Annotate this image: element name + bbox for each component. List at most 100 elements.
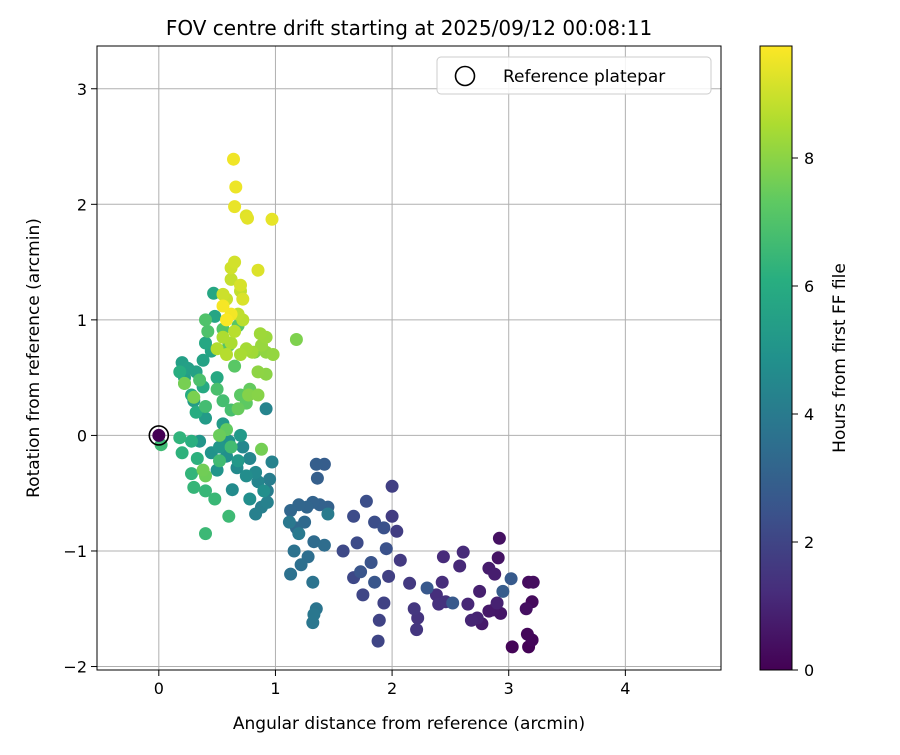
legend-box: [436, 56, 712, 95]
data-point: [216, 330, 230, 344]
data-point: [287, 544, 301, 558]
data-point: [519, 602, 533, 616]
data-point: [213, 454, 226, 468]
data-point: [236, 292, 250, 306]
y-tick-label: −2: [63, 658, 87, 677]
data-point: [210, 382, 224, 396]
x-tick-label: 2: [387, 679, 397, 698]
data-point: [196, 353, 210, 367]
data-point: [231, 402, 245, 416]
data-point: [187, 390, 201, 404]
data-point: [520, 627, 534, 641]
data-point: [310, 471, 324, 485]
data-point: [492, 531, 506, 545]
data-point: [224, 272, 238, 286]
data-point: [243, 492, 257, 506]
data-point: [227, 152, 240, 166]
data-point: [199, 527, 212, 541]
data-point: [372, 613, 386, 627]
data-point: [207, 286, 221, 300]
legend-reference-marker: [454, 65, 476, 87]
data-point: [371, 634, 385, 648]
data-point: [307, 535, 321, 549]
data-point: [199, 336, 212, 350]
data-point: [435, 575, 449, 589]
data-point: [482, 604, 496, 618]
data-point: [185, 467, 198, 481]
data-point: [377, 596, 391, 610]
data-point: [266, 348, 280, 361]
data-point: [234, 348, 247, 361]
y-tick-label: 3: [77, 80, 87, 99]
y-tick: −1: [63, 542, 97, 561]
data-point: [190, 452, 204, 465]
data-point: [234, 428, 247, 442]
colorbar-tick-label: 4: [804, 405, 814, 424]
colorbar: [759, 45, 793, 671]
data-point: [199, 313, 212, 327]
colorbar-tick-label: 8: [804, 149, 814, 168]
data-point: [239, 469, 253, 483]
data-point: [260, 495, 274, 509]
colorbar-ticks: 0 2 4 6 8: [792, 149, 814, 680]
colorbar-tick: 0: [792, 661, 814, 680]
data-point: [292, 527, 306, 541]
data-point: [504, 572, 518, 586]
colorbar-tick-label: 2: [804, 533, 814, 552]
data-point: [220, 313, 233, 327]
x-tick-label: 4: [620, 679, 630, 698]
data-point: [526, 575, 540, 589]
data-point: [284, 567, 298, 581]
colorbar-label: Hours from first FF file: [830, 263, 850, 453]
data-point: [224, 440, 238, 454]
y-tick-label: −1: [63, 542, 87, 561]
x-tick-label: 1: [270, 679, 280, 698]
colorbar-tick-label: 6: [804, 277, 814, 296]
x-tick: 0: [154, 670, 164, 698]
data-point: [436, 550, 450, 564]
data-point: [464, 613, 478, 627]
y-axis-label: Rotation from reference (arcmin): [24, 218, 44, 498]
data-point: [265, 455, 279, 469]
colorbar-tick: 4: [792, 405, 814, 424]
x-tick-label: 0: [154, 679, 164, 698]
data-point: [368, 575, 382, 589]
data-point: [253, 327, 267, 341]
data-point: [382, 569, 396, 583]
data-point: [178, 376, 191, 390]
data-point: [356, 588, 370, 602]
data-point: [193, 373, 207, 387]
colorbar-tick: 6: [792, 277, 814, 296]
data-point: [491, 551, 505, 565]
data-point: [446, 596, 460, 610]
x-axis-label: Angular distance from reference (arcmin): [233, 714, 585, 734]
data-point: [410, 623, 424, 637]
x-tick-label: 3: [504, 679, 514, 698]
data-point: [185, 434, 198, 448]
data-point: [210, 371, 224, 385]
x-tick: 2: [387, 670, 397, 698]
x-axis-ticks: 0 1 2 3 4: [154, 670, 630, 698]
y-tick: 1: [77, 311, 97, 330]
data-point: [228, 200, 242, 214]
data-point: [377, 521, 391, 535]
data-point: [216, 299, 230, 313]
data-point: [251, 388, 265, 402]
data-point: [385, 509, 399, 523]
data-point: [309, 457, 323, 471]
data-points: [154, 152, 540, 654]
data-point: [453, 559, 467, 573]
y-tick: 2: [77, 195, 97, 214]
data-point: [173, 431, 187, 445]
data-point: [228, 359, 242, 373]
data-point: [359, 494, 373, 508]
data-point: [488, 567, 502, 581]
data-point: [251, 263, 265, 277]
reference-ring: [148, 425, 170, 446]
data-point: [263, 472, 277, 486]
data-point: [265, 212, 279, 226]
data-point: [317, 538, 331, 552]
data-point: [213, 428, 226, 442]
data-point: [390, 524, 404, 538]
data-point: [228, 255, 242, 269]
